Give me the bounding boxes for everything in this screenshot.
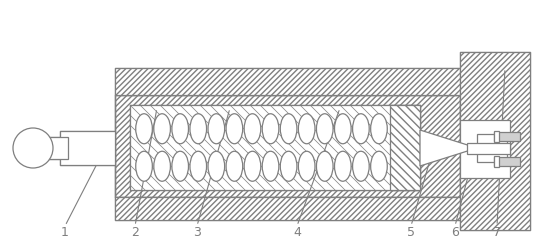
Text: 4: 4 bbox=[293, 226, 301, 239]
Bar bbox=[60, 131, 115, 165]
Bar bbox=[494, 131, 499, 142]
Ellipse shape bbox=[335, 151, 351, 181]
Ellipse shape bbox=[316, 151, 333, 181]
Ellipse shape bbox=[226, 114, 243, 144]
Text: 7: 7 bbox=[493, 226, 501, 239]
Ellipse shape bbox=[135, 114, 152, 144]
Ellipse shape bbox=[172, 151, 189, 181]
Ellipse shape bbox=[154, 114, 170, 144]
Bar bbox=[115, 95, 460, 197]
Ellipse shape bbox=[262, 151, 279, 181]
Bar bbox=[390, 105, 420, 190]
Ellipse shape bbox=[172, 114, 189, 144]
Bar bbox=[115, 68, 460, 95]
Text: 5: 5 bbox=[407, 226, 415, 239]
Ellipse shape bbox=[244, 114, 261, 144]
Ellipse shape bbox=[353, 151, 369, 181]
Ellipse shape bbox=[371, 114, 387, 144]
Ellipse shape bbox=[244, 151, 261, 181]
Text: 2: 2 bbox=[131, 226, 139, 239]
Bar bbox=[477, 134, 507, 162]
Ellipse shape bbox=[299, 114, 315, 144]
Ellipse shape bbox=[226, 151, 243, 181]
Ellipse shape bbox=[316, 114, 333, 144]
Bar bbox=[494, 157, 520, 166]
Ellipse shape bbox=[371, 151, 387, 181]
Ellipse shape bbox=[353, 114, 369, 144]
Ellipse shape bbox=[190, 114, 207, 144]
Bar bbox=[115, 197, 460, 220]
Ellipse shape bbox=[299, 151, 315, 181]
Bar bbox=[460, 52, 530, 230]
Bar bbox=[460, 120, 510, 178]
Ellipse shape bbox=[208, 114, 225, 144]
Polygon shape bbox=[420, 130, 477, 166]
Ellipse shape bbox=[154, 151, 170, 181]
Bar bbox=[494, 156, 499, 167]
Bar bbox=[48, 137, 68, 159]
Ellipse shape bbox=[208, 151, 225, 181]
Text: 6: 6 bbox=[451, 226, 459, 239]
Circle shape bbox=[13, 128, 53, 168]
Ellipse shape bbox=[335, 114, 351, 144]
Ellipse shape bbox=[190, 151, 207, 181]
Ellipse shape bbox=[262, 114, 279, 144]
Ellipse shape bbox=[135, 151, 152, 181]
Text: 3: 3 bbox=[193, 226, 201, 239]
Ellipse shape bbox=[280, 114, 297, 144]
Text: 1: 1 bbox=[61, 226, 69, 239]
Ellipse shape bbox=[280, 151, 297, 181]
Bar bbox=[467, 143, 510, 154]
Bar bbox=[130, 105, 420, 190]
Bar bbox=[494, 132, 520, 141]
